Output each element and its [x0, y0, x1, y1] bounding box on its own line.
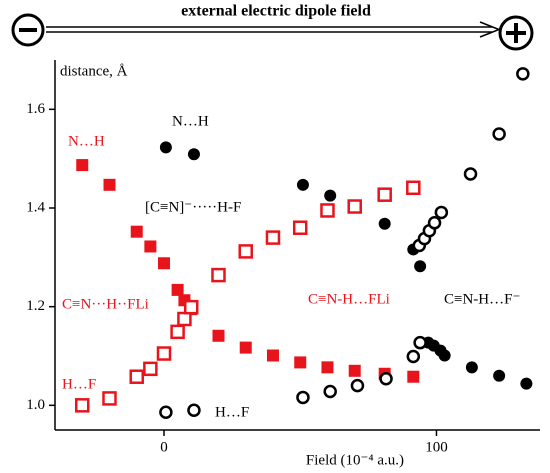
square-marker	[406, 180, 421, 196]
circle-marker	[414, 260, 427, 273]
square-marker	[129, 369, 144, 384]
square-marker	[102, 391, 117, 406]
circle-marker	[296, 390, 310, 405]
square-marker	[76, 159, 89, 172]
circle-marker	[465, 361, 478, 374]
annotation: C≡N-H…F⁻	[444, 291, 520, 307]
x-axis-label: Field (10⁻⁴ a.u.)	[306, 452, 404, 468]
circle-marker	[296, 178, 309, 191]
annotation: N…H	[68, 133, 105, 149]
square-marker	[156, 346, 172, 361]
square-marker	[103, 178, 116, 191]
square-marker	[177, 311, 192, 327]
circle-marker	[463, 167, 478, 181]
y-tick-label: 1.4	[26, 199, 45, 215]
square-marker	[266, 349, 279, 362]
circle-marker	[159, 405, 173, 419]
annotation: N…H	[172, 113, 209, 129]
y-tick-label: 1.2	[26, 298, 45, 314]
circle-marker	[438, 349, 451, 362]
square-marker	[320, 203, 335, 218]
square-marker	[211, 267, 226, 283]
circle-marker	[323, 384, 337, 399]
annotation: H…F	[62, 376, 96, 392]
annotation: H…F	[215, 404, 249, 420]
square-marker	[348, 364, 361, 377]
annotation: C≡N-H…FLi	[308, 291, 390, 307]
circle-marker	[187, 403, 201, 418]
square-marker	[130, 225, 143, 238]
square-marker	[347, 199, 362, 214]
square-marker	[294, 356, 307, 369]
circle-marker	[187, 148, 200, 161]
square-marker	[170, 324, 185, 340]
chart-title: external electric dipole field	[181, 3, 371, 20]
square-marker	[74, 398, 90, 413]
x-tick-label: 100	[425, 439, 448, 455]
square-marker	[321, 361, 334, 374]
plus-sign	[498, 15, 534, 51]
square-marker	[239, 341, 252, 354]
y-tick-label: 1.0	[26, 397, 45, 413]
square-marker	[407, 370, 420, 383]
annotation: C≡N···H··FLi	[62, 296, 149, 312]
y-axis-label: distance, Å	[60, 63, 128, 79]
y-tick-label: 1.6	[26, 101, 45, 117]
circle-marker	[350, 378, 365, 393]
annotation: [C≡N]⁻·····H-F	[145, 199, 241, 215]
square-marker	[238, 244, 253, 259]
square-marker	[292, 220, 308, 235]
circle-marker	[427, 216, 442, 230]
square-marker	[171, 283, 184, 296]
circle-marker	[516, 67, 530, 81]
circle-marker	[379, 371, 393, 386]
square-marker	[144, 240, 157, 253]
square-marker	[377, 187, 392, 202]
circle-marker	[492, 127, 506, 141]
circle-marker	[434, 205, 449, 220]
circle-marker	[159, 141, 172, 154]
square-marker	[183, 299, 199, 315]
minus-sign	[11, 13, 45, 47]
circle-marker	[324, 189, 337, 202]
square-marker	[265, 230, 281, 245]
circle-marker	[378, 217, 391, 230]
square-marker	[212, 329, 225, 342]
circle-marker	[413, 335, 427, 350]
field-arrow	[46, 21, 502, 38]
x-tick-label: 0	[160, 439, 168, 455]
square-marker	[157, 257, 170, 270]
circle-marker	[493, 369, 506, 382]
square-marker	[143, 361, 158, 377]
circle-marker	[520, 377, 533, 390]
circle-marker	[406, 349, 421, 364]
